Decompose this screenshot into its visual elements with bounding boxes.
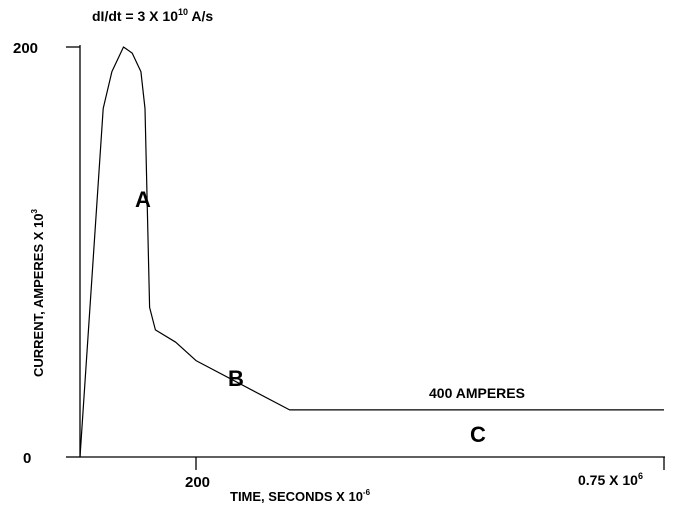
chart-title-main: dI/dt = 3 X 10 <box>92 8 178 24</box>
chart-title: dI/dt = 3 X 1010 A/s <box>92 7 213 24</box>
x-tick-end-main: 0.75 X 10 <box>578 472 638 488</box>
region-label-c: C <box>470 422 486 447</box>
x-tick-label-end: 0.75 X 106 <box>578 471 643 488</box>
x-tick-label-200: 200 <box>185 474 210 491</box>
x-axis-label: TIME, SECONDS X 10-6 <box>230 488 371 504</box>
region-label-b: B <box>228 366 244 391</box>
x-axis-label-sup: -6 <box>363 488 371 497</box>
y-axis-label: CURRENT, AMPERES X 103 <box>30 209 46 378</box>
x-tick-end-sup: 6 <box>638 471 643 481</box>
chart-title-sup: 10 <box>178 7 188 17</box>
y-tick-label-200: 200 <box>13 40 38 57</box>
region-label-a: A <box>135 187 151 212</box>
y-axis-label-main: CURRENT, AMPERES X 10 <box>31 214 46 378</box>
current-series-line <box>79 46 664 458</box>
chart-title-tail: A/s <box>188 8 213 24</box>
y-tick-label-0: 0 <box>23 450 31 467</box>
annotation-400-amperes: 400 AMPERES <box>429 385 525 401</box>
y-axis-label-sup: 3 <box>30 209 39 214</box>
x-axis-label-main: TIME, SECONDS X 10 <box>230 489 363 504</box>
